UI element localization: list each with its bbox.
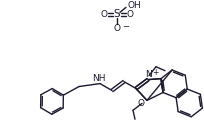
- Text: O: O: [101, 10, 108, 19]
- Text: O: O: [126, 10, 133, 19]
- Text: S: S: [114, 9, 120, 19]
- Text: N: N: [146, 70, 152, 79]
- Text: O: O: [137, 99, 144, 108]
- Text: OH: OH: [127, 1, 141, 10]
- Text: NH: NH: [92, 74, 106, 83]
- Text: O: O: [113, 24, 121, 33]
- Text: +: +: [152, 68, 158, 77]
- Text: −: −: [122, 22, 129, 31]
